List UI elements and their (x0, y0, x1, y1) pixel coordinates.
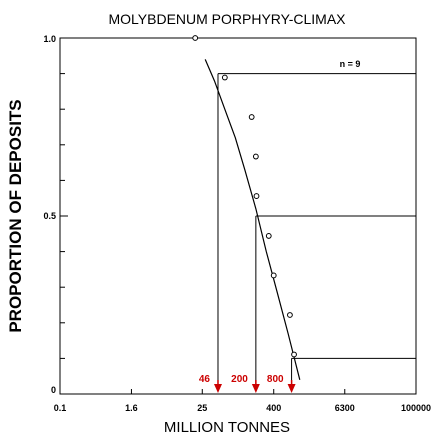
data-point (221, 74, 228, 81)
data-point (291, 351, 297, 358)
x-tick-label: 400 (266, 403, 281, 413)
data-point (253, 193, 260, 199)
percentile-arrow-head (251, 384, 260, 393)
y-tick-label: 1.0 (43, 34, 56, 44)
data-point (248, 114, 255, 120)
fitted-curve (204, 59, 301, 380)
n-annotation: n = 9 (340, 59, 361, 69)
percentile-label: 200 (231, 374, 248, 385)
x-tick-label: 0.1 (54, 403, 67, 413)
percentile-arrow-head (213, 384, 222, 393)
percentile-arrow-head (287, 384, 296, 393)
x-tick-label: 25 (197, 403, 207, 413)
chart-title: MOLYBDENUM PORPHYRY-CLIMAX (108, 11, 346, 27)
percentile-label: 800 (267, 374, 284, 385)
percentile-label: 46 (199, 374, 211, 385)
percentile-lines: 46 200 800 (199, 73, 416, 393)
x-tick-label: 100000 (401, 403, 431, 413)
data-point (287, 312, 293, 318)
y-axis-title: PROPORTION OF DEPOSITS (6, 99, 25, 332)
x-tick-label: 1.6 (125, 403, 138, 413)
y-tick-label: 0 (51, 385, 56, 395)
data-point (265, 233, 272, 239)
y-tick-label: 0.5 (43, 211, 56, 221)
x-axis-title: MILLION TONNES (164, 419, 290, 436)
y-axis: 1.0 0.5 0 (43, 34, 68, 395)
x-axis: 0.1 1.6 25 400 6300 100000 (54, 389, 431, 413)
data-point (192, 35, 199, 41)
data-point (252, 153, 259, 160)
data-point (270, 272, 277, 279)
x-tick-label: 6300 (335, 403, 355, 413)
data-points (192, 35, 297, 358)
